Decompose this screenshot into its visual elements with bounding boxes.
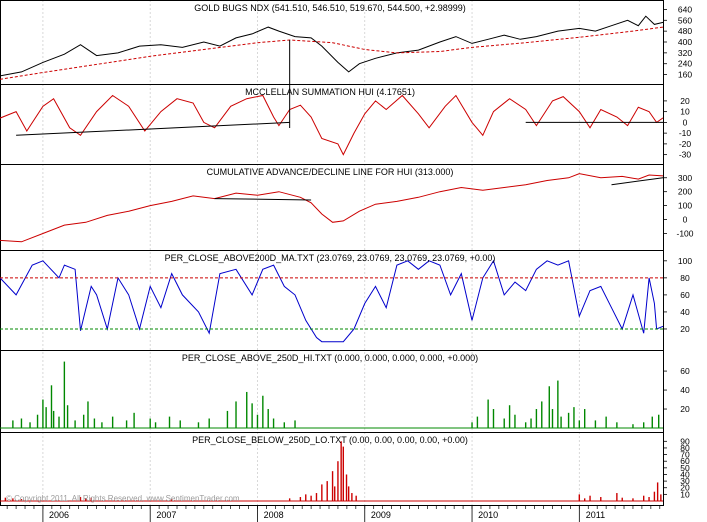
panel-title: MCCLELLAN SUMMATION HUI (4.17651) [245, 87, 415, 97]
y-tick-label: 90 [680, 436, 690, 446]
y-tick-label: 10 [680, 489, 690, 499]
panel-title: GOLD BUGS NDX (541.510, 546.510, 519.670… [194, 3, 465, 13]
x-tick-label: 2009 [371, 510, 391, 520]
series-line [214, 198, 312, 201]
y-tick-label: 80 [680, 443, 690, 453]
y-tick-label: 20 [680, 324, 690, 334]
y-tick-label: 60 [680, 366, 690, 376]
y-tick-label: 40 [680, 307, 690, 317]
y-tick-label: 60 [680, 290, 690, 300]
y-tick-label: 480 [678, 26, 692, 36]
y-tick-label: -10 [679, 128, 692, 138]
y-tick-label: 320 [678, 48, 692, 58]
y-tick-label: 400 [678, 37, 692, 47]
y-tick-label: 20 [680, 404, 690, 414]
y-tick-label: -100 [676, 228, 693, 238]
x-tick-label: 2008 [264, 510, 284, 520]
x-tick-label: 2010 [478, 510, 498, 520]
copyright-text: © Copyright 2011, All Rights Reserved, w… [6, 494, 240, 503]
y-tick-label: 40 [680, 385, 690, 395]
y-tick-label: 640 [678, 4, 692, 14]
y-tick-label: 100 [678, 256, 692, 266]
x-tick-label: 2011 [586, 510, 605, 520]
panel-title: CUMULATIVE ADVANCE/DECLINE LINE FOR HUI … [207, 167, 454, 177]
y-tick-label: 50 [680, 463, 690, 473]
y-tick-label: 300 [678, 173, 692, 183]
y-tick-label: 80 [680, 273, 690, 283]
y-tick-label: 560 [678, 15, 692, 25]
series-line [0, 173, 664, 243]
panel-title: PER_CLOSE_BELOW_250D_LO.TXT (0.00, 0.00,… [192, 435, 468, 445]
series-line [0, 15, 664, 77]
y-tick-label: 0 [683, 215, 688, 225]
series-line [16, 121, 290, 136]
y-tick-label: 60 [680, 456, 690, 466]
y-tick-label: 20 [680, 96, 690, 106]
y-tick-label: 160 [678, 70, 692, 80]
y-tick-label: 10 [680, 107, 690, 117]
y-tick-label: 0 [683, 117, 688, 127]
panel-title: PER_CLOSE_ABOVE200D_MA.TXT (23.0769, 23.… [165, 253, 496, 263]
y-tick-label: 20 [680, 483, 690, 493]
y-tick-label: 240 [678, 59, 692, 69]
x-tick-label: 2006 [49, 510, 69, 520]
y-tick-label: 40 [680, 469, 690, 479]
x-tick-label: 2007 [156, 510, 176, 520]
panel-title: PER_CLOSE_ABOVE_250D_HI.TXT (0.000, 0.00… [182, 353, 478, 363]
y-tick-label: -20 [679, 139, 692, 149]
series-line [611, 177, 664, 186]
y-tick-label: 100 [678, 201, 692, 211]
y-tick-label: 200 [678, 187, 692, 197]
y-tick-label: -30 [679, 150, 692, 160]
series-line [0, 94, 664, 156]
series-line [0, 26, 664, 80]
y-tick-label: 30 [680, 476, 690, 486]
y-tick-label: 70 [680, 450, 690, 460]
panel-3: -100 0 100 200 300 CUMULATIVE ADVANCE/DECLINE… [0, 164, 694, 251]
series-line [0, 259, 664, 343]
